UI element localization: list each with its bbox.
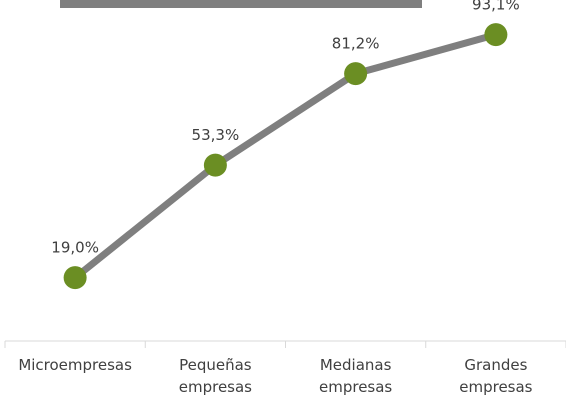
data-label-layer: 19,0% 53,3% 81,2% 93,1% <box>51 0 519 257</box>
x-axis <box>4 340 566 348</box>
category-label: empresas <box>319 378 392 396</box>
category-label: empresas <box>459 378 532 396</box>
data-point-marker <box>344 62 368 86</box>
series-line <box>71 31 500 282</box>
category-label: Microempresas <box>18 356 132 374</box>
data-label: 93,1% <box>472 0 520 14</box>
data-label: 81,2% <box>332 35 380 53</box>
data-point-marker <box>63 266 87 290</box>
marker-layer <box>63 23 508 290</box>
data-label: 19,0% <box>51 239 99 257</box>
data-point-marker <box>203 153 227 177</box>
category-label: Medianas <box>320 356 392 374</box>
title-bar <box>60 0 422 8</box>
category-label-layer: Microempresas Pequeñas empresas Medianas emp… <box>18 356 532 396</box>
series-line-layer <box>71 31 500 282</box>
category-label: empresas <box>179 378 252 396</box>
data-label: 53,3% <box>192 126 240 144</box>
data-point-marker <box>484 23 508 47</box>
category-label: Grandes <box>464 356 527 374</box>
category-label: Pequeñas <box>179 356 252 374</box>
